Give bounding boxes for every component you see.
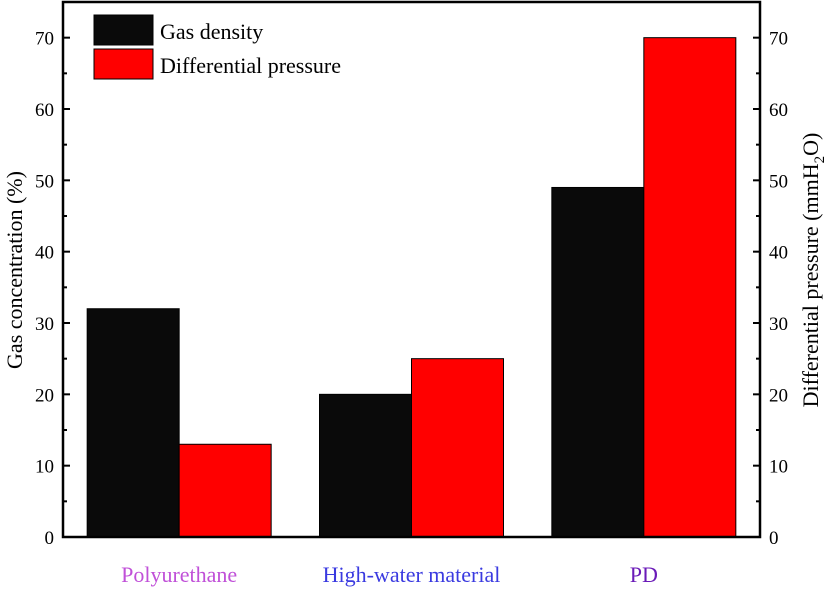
y2-axis-label: Differential pressure (mmH2O) bbox=[798, 133, 827, 408]
legend-swatch bbox=[93, 48, 154, 80]
y-tick-label: 30 bbox=[35, 314, 54, 335]
y2-tick-label: 40 bbox=[769, 243, 788, 264]
y2-tick-label: 70 bbox=[769, 29, 788, 50]
y-tick-label: 70 bbox=[35, 29, 54, 50]
y-tick-label: 60 bbox=[35, 100, 54, 121]
y-tick-label: 0 bbox=[45, 528, 55, 549]
bar-gas-density bbox=[319, 393, 412, 538]
bar-differential-pressure bbox=[178, 443, 272, 538]
y2-tick-label: 20 bbox=[769, 385, 788, 406]
bar-gas-density bbox=[86, 308, 180, 538]
y-tick-label: 20 bbox=[35, 385, 54, 406]
y-tick-label: 10 bbox=[35, 457, 54, 478]
y2-tick-label: 60 bbox=[769, 100, 788, 121]
bar-gas-density bbox=[551, 186, 645, 538]
y-tick-label: 40 bbox=[35, 243, 54, 264]
x-tick-label: PD bbox=[630, 562, 658, 587]
x-tick-label: Polyurethane bbox=[121, 562, 237, 587]
y2-tick-label: 50 bbox=[769, 171, 788, 192]
x-tick-label: High-water material bbox=[323, 562, 501, 587]
y-tick-label: 50 bbox=[35, 171, 54, 192]
y2-tick-label: 30 bbox=[769, 314, 788, 335]
legend-label: Gas density bbox=[160, 19, 263, 44]
plot-frame bbox=[61, 0, 762, 539]
y2-tick-label: 0 bbox=[769, 528, 779, 549]
bar-differential-pressure bbox=[411, 358, 504, 538]
y-axis-label: Gas concentration (%) bbox=[2, 171, 27, 369]
y2-tick-label: 10 bbox=[769, 457, 788, 478]
legend-swatch bbox=[93, 14, 154, 46]
legend-label: Differential pressure bbox=[160, 53, 341, 78]
bar-differential-pressure bbox=[643, 37, 737, 538]
